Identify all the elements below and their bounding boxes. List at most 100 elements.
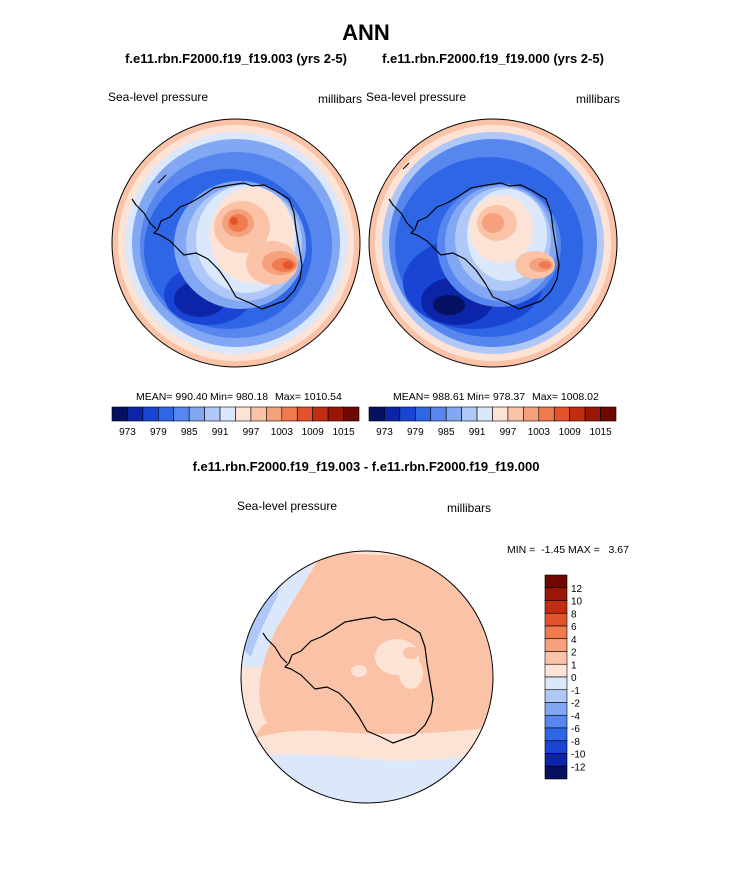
panel-b-colorbar-swatch <box>538 406 555 422</box>
panel-b-colorbar-swatch <box>445 406 462 422</box>
panel-b-colorbar-tick-label: 973 <box>376 427 393 438</box>
panel-c-colorbar-swatch <box>544 714 568 729</box>
panel-b-colorbar-tick-label: 1015 <box>589 427 612 438</box>
panel-a-colorbar-swatch <box>296 406 313 422</box>
panel-c-colorbar-tick-label: 10 <box>571 597 583 608</box>
panel-a-colorbar: 973 979 985 991 997 1003 1009 1015 <box>111 406 360 438</box>
panel-b-colorbar-tick-label: 1003 <box>528 427 551 438</box>
panel-a-colorbar-swatch <box>158 406 175 422</box>
panel-a-colorbar-swatch <box>281 406 298 422</box>
panel-c-colorbar-tick-label: -1 <box>571 686 580 697</box>
panel-b-colorbar-tick-label: 979 <box>407 427 424 438</box>
panel-a-colorbar-tick-label: 985 <box>181 427 198 438</box>
panel-b-colorbar-tick-label: 1009 <box>559 427 582 438</box>
panel-a-colorbar-tick-label: 1009 <box>302 427 325 438</box>
panel-b-colorbar-tick-label: 997 <box>500 427 517 438</box>
panel-a-title: f.e11.rbn.F2000.f19_f19.003 (yrs 2-5) <box>125 51 347 66</box>
panel-b-colorbar-swatch <box>384 406 401 422</box>
panel-c-colorbar-swatch <box>544 676 568 691</box>
panel-a-colorbar-swatch <box>250 406 267 422</box>
panel-c-colorbar-tick-label: -4 <box>571 711 580 722</box>
panel-c-colorbar-tick-label: 0 <box>571 673 577 684</box>
panel-a-colorbar-swatch <box>235 406 252 422</box>
panel-b-colorbar-swatch <box>461 406 478 422</box>
panel-a-colorbar-tick-label: 979 <box>150 427 167 438</box>
panel-b-colorbar-swatch <box>476 406 493 422</box>
panel-b-max: Max= 1008.02 <box>532 391 599 403</box>
panel-a-max: Max= 1010.54 <box>275 391 342 403</box>
panel-b-units-label: millibars <box>576 92 620 106</box>
panel-c-colorbar-swatch <box>544 753 568 767</box>
panel-c-colorbar-swatch <box>544 740 568 754</box>
panel-c-map-border <box>240 550 494 804</box>
panel-c-colorbar-tick-label: 6 <box>571 622 577 633</box>
panel-c-minmax: MIN = -1.45 MAX = 3.67 <box>507 544 629 556</box>
panel-c-colorbar-swatch <box>544 727 568 742</box>
panel-a: f.e11.rbn.F2000.f19_f19.003 (yrs 2-5) Se… <box>108 51 362 438</box>
panel-a-colorbar-tick-label: 997 <box>243 427 260 438</box>
panel-c-colorbar-tick-label: -12 <box>571 762 586 773</box>
panel-b-colorbar-swatch <box>523 406 540 422</box>
panel-c-colorbar-swatch <box>544 765 568 780</box>
panel-c-colorbar-swatch <box>544 612 568 627</box>
panel-a-colorbar-swatch <box>343 406 360 422</box>
panel-b-colorbar-swatch <box>415 406 432 422</box>
panel-b-title: f.e11.rbn.F2000.f19_f19.000 (yrs 2-5) <box>382 51 604 66</box>
panel-b-colorbar-swatch <box>584 406 601 422</box>
panel-a-min: Min= 980.18 <box>210 391 268 403</box>
panel-c-title: f.e11.rbn.F2000.f19_f19.003 - f.e11.rbn.… <box>193 459 540 474</box>
panel-b-field-label: Sea-level pressure <box>366 90 466 104</box>
panel-c-colorbar-swatch <box>544 663 568 678</box>
panel-b-map-border <box>368 118 618 368</box>
panel-c-colorbar-tick-label: -6 <box>571 724 580 735</box>
panel-c: f.e11.rbn.F2000.f19_f19.003 - f.e11.rbn.… <box>193 459 629 804</box>
panel-b-colorbar-swatch <box>600 406 617 422</box>
panel-c-colorbar-swatch <box>544 625 568 640</box>
panel-c-colorbar-tick-label: 1 <box>571 660 577 671</box>
panel-b-colorbar-swatch <box>553 406 570 422</box>
panel-a-field-label: Sea-level pressure <box>108 90 208 104</box>
panel-c-units-label: millibars <box>447 501 491 515</box>
panel-b-colorbar-tick-label: 991 <box>469 427 486 438</box>
panel-c-colorbar-tick-label: 12 <box>571 584 583 595</box>
panel-c-field-label: Sea-level pressure <box>237 499 337 513</box>
panel-a-units-label: millibars <box>318 92 362 106</box>
figure-title: ANN <box>342 20 390 45</box>
panel-a-colorbar-swatch <box>173 406 190 422</box>
panel-c-colorbar-tick-label: 8 <box>571 609 577 620</box>
panel-a-colorbar-swatch <box>327 406 344 422</box>
panel-c-colorbar-tick-label: 2 <box>571 648 577 659</box>
panel-c-colorbar-tick-label: 4 <box>571 635 577 646</box>
panel-b-colorbar-tick-label: 985 <box>438 427 455 438</box>
panel-a-colorbar-tick-label: 1015 <box>332 427 355 438</box>
panel-a-colorbar-swatch <box>266 406 283 422</box>
panel-c-colorbar-tick-label: -10 <box>571 750 586 761</box>
panel-a-colorbar-tick-label: 973 <box>119 427 136 438</box>
panel-a-colorbar-tick-label: 991 <box>212 427 229 438</box>
panel-c-colorbar-swatch <box>544 574 568 589</box>
panel-c-colorbar-swatch <box>544 587 568 601</box>
panel-c-colorbar-tick-label: -8 <box>571 737 580 748</box>
panel-a-map-border <box>111 118 361 368</box>
panel-a-colorbar-tick-label: 1003 <box>271 427 294 438</box>
panel-c-colorbar-swatch <box>544 600 568 614</box>
panel-b-colorbar: 973 979 985 991 997 1003 1009 1015 <box>368 406 617 438</box>
panel-a-colorbar-swatch <box>127 406 144 422</box>
panel-a-colorbar-swatch <box>219 406 236 422</box>
panel-c-colorbar-tick-label: -2 <box>571 699 580 710</box>
panel-c-colorbar-swatch <box>544 638 568 652</box>
panel-a-mean: MEAN= 990.40 <box>136 391 208 403</box>
panel-a-colorbar-swatch <box>188 406 205 422</box>
panel-b: f.e11.rbn.F2000.f19_f19.000 (yrs 2-5) Se… <box>366 51 620 438</box>
panel-b-min: Min= 978.37 <box>467 391 525 403</box>
panel-b-mean: MEAN= 988.61 <box>393 391 465 403</box>
panel-c-map <box>241 551 493 803</box>
panel-a-colorbar-swatch <box>111 406 128 422</box>
panel-a-colorbar-swatch <box>142 406 159 422</box>
panel-c-colorbar-swatch <box>544 651 568 665</box>
panel-a-map <box>112 119 360 367</box>
panel-a-colorbar-swatch <box>204 406 221 422</box>
panel-b-colorbar-swatch <box>507 406 524 422</box>
